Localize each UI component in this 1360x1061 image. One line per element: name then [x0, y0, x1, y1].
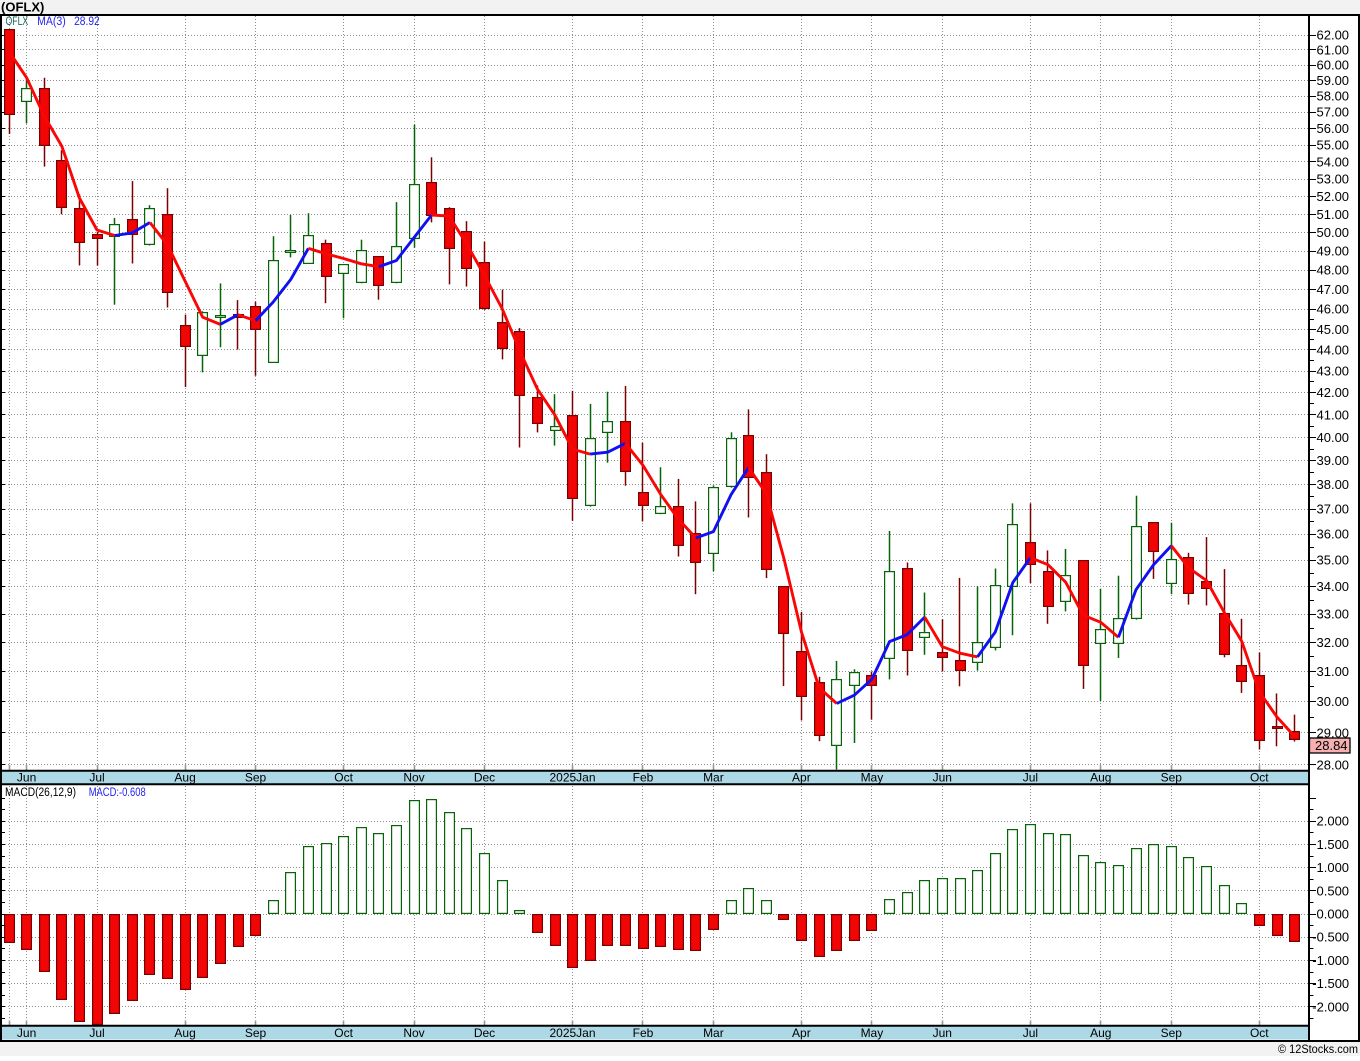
svg-text:62.00: 62.00: [1317, 28, 1350, 43]
svg-text:MACD(26,12,9): MACD(26,12,9): [5, 787, 76, 799]
svg-text:Nov: Nov: [403, 1026, 424, 1040]
svg-text:(OFLX): (OFLX): [1, 0, 44, 15]
svg-text:61.00: 61.00: [1317, 42, 1350, 57]
svg-text:2025Jan: 2025Jan: [549, 771, 595, 785]
svg-text:56.00: 56.00: [1317, 121, 1350, 136]
svg-text:36.00: 36.00: [1317, 527, 1350, 542]
svg-text:Aug: Aug: [1090, 1026, 1111, 1040]
svg-text:29.00: 29.00: [1317, 725, 1350, 740]
svg-text:43.00: 43.00: [1317, 364, 1350, 379]
svg-text:Jun: Jun: [933, 771, 952, 785]
svg-text:Mar: Mar: [703, 771, 724, 785]
svg-text:-2.000: -2.000: [1312, 999, 1349, 1014]
svg-text:30.00: 30.00: [1317, 694, 1350, 709]
svg-text:Nov: Nov: [403, 771, 424, 785]
svg-text:37.00: 37.00: [1317, 502, 1350, 517]
svg-text:35.00: 35.00: [1317, 553, 1350, 568]
svg-text:Aug: Aug: [1090, 771, 1111, 785]
svg-text:28.00: 28.00: [1317, 758, 1350, 773]
svg-text:Oct: Oct: [334, 1026, 353, 1040]
svg-text:Jul: Jul: [89, 771, 104, 785]
svg-text:Aug: Aug: [174, 771, 195, 785]
svg-text:28.84: 28.84: [1315, 738, 1348, 753]
svg-text:Jul: Jul: [89, 1026, 104, 1040]
svg-text:Jul: Jul: [1023, 1026, 1038, 1040]
svg-text:1.500: 1.500: [1317, 837, 1350, 852]
svg-text:Sep: Sep: [245, 771, 267, 785]
svg-text:32.00: 32.00: [1317, 635, 1350, 650]
svg-text:Apr: Apr: [792, 771, 811, 785]
svg-text:Oct: Oct: [334, 771, 353, 785]
svg-text:MACD:-0.608: MACD:-0.608: [89, 787, 146, 799]
svg-text:60.00: 60.00: [1317, 58, 1350, 73]
svg-text:51.00: 51.00: [1317, 207, 1350, 222]
svg-text:59.00: 59.00: [1317, 73, 1350, 88]
svg-text:Jul: Jul: [1023, 771, 1038, 785]
svg-text:May: May: [861, 1026, 884, 1040]
svg-text:Oct: Oct: [1250, 771, 1269, 785]
svg-text:1.000: 1.000: [1317, 860, 1350, 875]
svg-text:May: May: [861, 771, 884, 785]
svg-text:2025Jan: 2025Jan: [549, 1026, 595, 1040]
svg-text:48.00: 48.00: [1317, 263, 1350, 278]
svg-text:2.000: 2.000: [1317, 814, 1350, 829]
svg-text:Dec: Dec: [474, 771, 495, 785]
svg-text:31.00: 31.00: [1317, 664, 1350, 679]
svg-text:55.00: 55.00: [1317, 138, 1350, 153]
svg-text:Feb: Feb: [633, 771, 654, 785]
svg-text:MA(3): MA(3): [37, 16, 66, 28]
svg-text:-0.500: -0.500: [1312, 930, 1349, 945]
svg-text:28.92: 28.92: [74, 16, 100, 28]
svg-text:OFLX: OFLX: [6, 16, 29, 28]
svg-text:Oct: Oct: [1250, 1026, 1269, 1040]
svg-text:Feb: Feb: [633, 1026, 654, 1040]
svg-text:© 12Stocks.com: © 12Stocks.com: [1278, 1042, 1358, 1056]
svg-text:41.00: 41.00: [1317, 407, 1350, 422]
svg-text:38.00: 38.00: [1317, 477, 1350, 492]
svg-text:42.00: 42.00: [1317, 385, 1350, 400]
svg-text:Aug: Aug: [174, 1026, 195, 1040]
svg-text:34.00: 34.00: [1317, 579, 1350, 594]
svg-text:39.00: 39.00: [1317, 453, 1350, 468]
svg-text:Jun: Jun: [17, 771, 36, 785]
svg-text:58.00: 58.00: [1317, 89, 1350, 104]
svg-text:Sep: Sep: [1161, 771, 1183, 785]
svg-text:49.00: 49.00: [1317, 244, 1350, 259]
svg-text:Jun: Jun: [933, 1026, 952, 1040]
svg-text:52.00: 52.00: [1317, 189, 1350, 204]
svg-text:46.00: 46.00: [1317, 302, 1350, 317]
svg-text:Sep: Sep: [245, 1026, 267, 1040]
svg-text:53.00: 53.00: [1317, 172, 1350, 187]
svg-text:-1.500: -1.500: [1312, 976, 1349, 991]
svg-text:57.00: 57.00: [1317, 105, 1350, 120]
svg-text:Mar: Mar: [703, 1026, 724, 1040]
svg-text:-1.000: -1.000: [1312, 953, 1349, 968]
svg-text:45.00: 45.00: [1317, 322, 1350, 337]
svg-text:33.00: 33.00: [1317, 607, 1350, 622]
svg-text:Apr: Apr: [792, 1026, 811, 1040]
svg-text:54.00: 54.00: [1317, 154, 1350, 169]
svg-text:0.000: 0.000: [1317, 907, 1350, 922]
svg-text:50.00: 50.00: [1317, 225, 1350, 240]
svg-text:47.00: 47.00: [1317, 282, 1350, 297]
svg-text:40.00: 40.00: [1317, 430, 1350, 445]
svg-text:Dec: Dec: [474, 1026, 495, 1040]
svg-text:Jun: Jun: [17, 1026, 36, 1040]
svg-text:44.00: 44.00: [1317, 342, 1350, 357]
svg-text:0.500: 0.500: [1317, 883, 1350, 898]
svg-text:Sep: Sep: [1161, 1026, 1183, 1040]
